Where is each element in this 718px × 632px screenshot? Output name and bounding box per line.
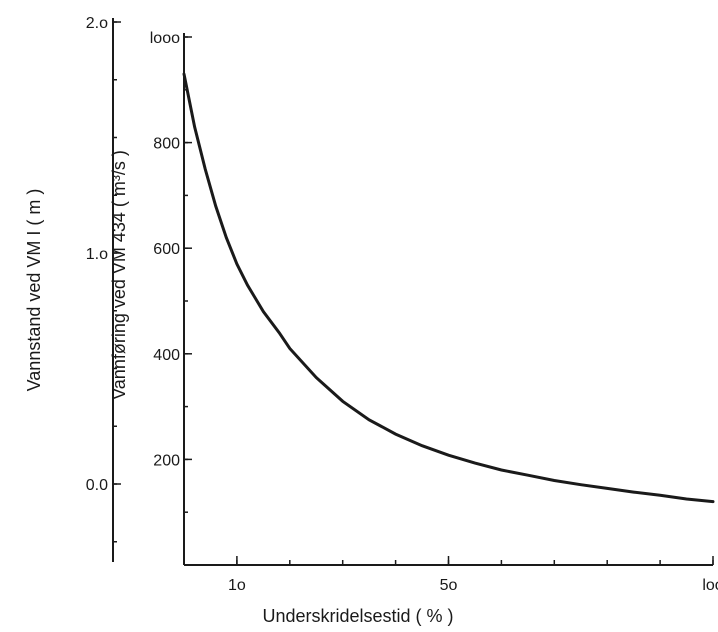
x-tick-label: 5o — [440, 577, 458, 594]
stage-axis-title: Vannstand ved VM I ( m ) — [24, 189, 44, 392]
axes — [112, 18, 713, 566]
stage-tick-label: 1.o — [86, 246, 108, 263]
duration-curve — [182, 72, 715, 504]
stage-tick-label: 2.o — [86, 15, 108, 32]
discharge-tick-label: 200 — [153, 452, 180, 469]
x-tick-label: 1o — [228, 577, 246, 594]
discharge-tick-label: 400 — [153, 347, 180, 364]
stage-tick-label: 0.0 — [86, 477, 108, 494]
x-tick-label: loo — [702, 577, 718, 594]
discharge-axis-title: Vannføring ved VM 434 ( m³/s ) — [109, 150, 129, 400]
discharge-tick-label: looo — [150, 30, 180, 47]
x-axis-title: Underskridelsestid ( % ) — [262, 606, 453, 626]
ticks: 1o 5o loo looo 800 600 400 200 2.o 1.o 0.0 — [86, 15, 718, 594]
discharge-tick-label: 600 — [153, 241, 180, 258]
discharge-tick-label: 800 — [153, 136, 180, 153]
